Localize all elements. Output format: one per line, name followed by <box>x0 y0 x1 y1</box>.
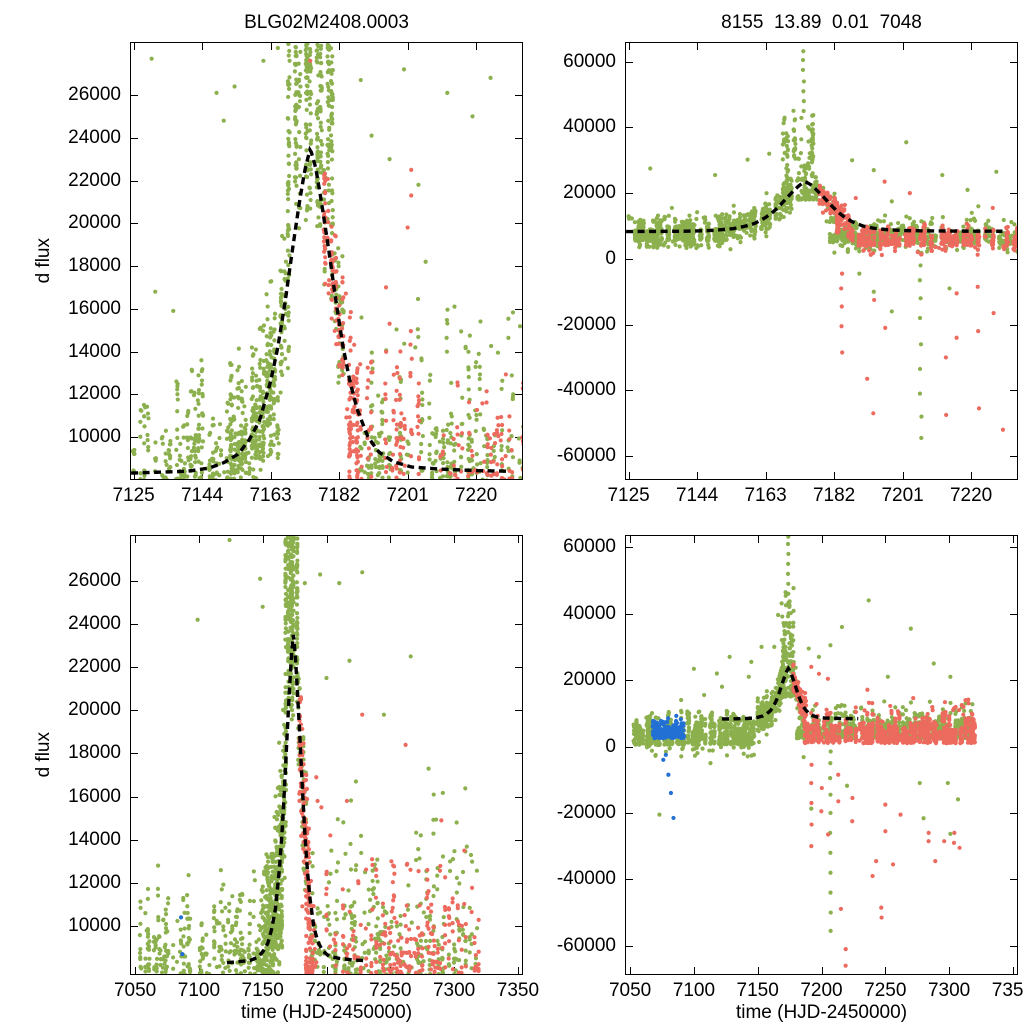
panel-bottom-right-dflux-full: time (HJD-2450000) 7050 7100 7150 7200 7250 7… <box>557 535 1024 1023</box>
panel-top-left-flux-zoom: BLG02M2408.0003 d flux 7125 7144 7163 7182 7… <box>33 12 523 506</box>
x-tick-label: 7201 <box>386 485 429 506</box>
y-tick-label: 18000 <box>68 255 121 277</box>
x-tick-label: 7350 <box>991 980 1024 1001</box>
plot-canvas-bottom-right <box>625 535 1018 975</box>
y-tick-label: 20000 <box>563 669 616 691</box>
y-tick-label: 20000 <box>68 212 121 234</box>
y-tick-label: 0 <box>605 735 616 757</box>
y-tick-label: -60000 <box>556 934 616 956</box>
x-tick-label: 7250 <box>369 980 412 1001</box>
x-tick-label: 7200 <box>305 980 348 1001</box>
x-tick-label: 7182 <box>812 485 856 506</box>
x-tick-label: 7150 <box>736 980 779 1001</box>
y-tick-label: -20000 <box>556 313 616 335</box>
x-tick-label: 7350 <box>496 980 540 1001</box>
x-tick-label: 7100 <box>177 980 221 1001</box>
y-tick-label: 20000 <box>563 182 616 204</box>
y-tick-label: 14000 <box>68 828 121 850</box>
y-tick-label: 14000 <box>68 340 121 362</box>
y-tick-label: 20000 <box>68 699 121 721</box>
plot-canvas-top-left <box>130 42 523 480</box>
page-title: BLG02M2408.0003 <box>244 12 409 33</box>
y-tick-label: 60000 <box>563 50 616 72</box>
x-tick-label: 7144 <box>675 485 719 506</box>
y-tick-label: 12000 <box>68 383 121 405</box>
y-tick-label: -40000 <box>556 868 616 890</box>
y-tick-label: 60000 <box>563 536 616 558</box>
x-axis-label: time (HJD-2450000) <box>735 1002 908 1023</box>
y-tick-label: 24000 <box>68 613 121 635</box>
plot-canvas-top-right <box>625 42 1018 480</box>
y-tick-label: 18000 <box>68 742 121 764</box>
x-tick-label: 7220 <box>949 485 993 506</box>
y-tick-label: -20000 <box>556 801 616 823</box>
y-tick-label: 0 <box>605 247 616 269</box>
y-tick-label: 10000 <box>68 915 121 937</box>
y-tick-label: 22000 <box>68 656 121 678</box>
panel-top-right-dflux-zoom: 8155 13.89 0.01 7048 7125 7144 7163 7182 720… <box>557 12 1018 506</box>
y-tick-label: -40000 <box>556 379 616 401</box>
y-tick-label: 26000 <box>68 569 121 591</box>
y-axis-label: d flux <box>33 238 54 284</box>
y-tick-label: 40000 <box>563 602 616 624</box>
x-tick-label: 7182 <box>317 485 361 506</box>
plot-canvas-bottom-left <box>130 535 523 975</box>
y-tick-label: 26000 <box>68 84 121 105</box>
panel-bottom-left-flux-full: d flux time (HJD-2450000) 7050 7100 7150 72… <box>33 535 539 1023</box>
y-tick-label: 16000 <box>68 785 121 807</box>
x-tick-label: 7125 <box>112 485 155 506</box>
x-tick-label: 7250 <box>864 980 907 1001</box>
y-tick-label: -60000 <box>556 445 616 466</box>
x-axis-label: time (HJD-2450000) <box>240 1002 413 1023</box>
x-tick-label: 7201 <box>881 485 924 506</box>
y-tick-label: 40000 <box>563 116 616 138</box>
x-tick-label: 7163 <box>249 485 292 506</box>
y-tick-label: 22000 <box>68 169 121 191</box>
y-tick-label: 16000 <box>68 297 121 319</box>
x-tick-label: 7050 <box>113 980 157 1001</box>
y-axis-label: d flux <box>33 732 54 778</box>
y-tick-label: 10000 <box>68 426 121 448</box>
y-tick-label: 24000 <box>68 126 121 148</box>
x-tick-label: 7144 <box>180 485 224 506</box>
x-tick-label: 7050 <box>608 980 652 1001</box>
x-tick-label: 7163 <box>744 485 787 506</box>
x-tick-label: 7125 <box>607 485 650 506</box>
fit-parameters-title: 8155 13.89 0.01 7048 <box>721 12 922 33</box>
x-tick-label: 7300 <box>432 980 476 1001</box>
y-tick-label: 12000 <box>68 871 121 893</box>
x-tick-label: 7100 <box>672 980 716 1001</box>
x-tick-label: 7300 <box>927 980 971 1001</box>
x-tick-label: 7200 <box>800 980 843 1001</box>
x-tick-label: 7220 <box>454 485 498 506</box>
x-tick-label: 7150 <box>241 980 284 1001</box>
